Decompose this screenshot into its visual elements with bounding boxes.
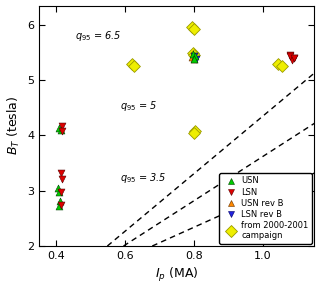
Point [192, 129, 197, 133]
Point [58, 171, 63, 175]
Point [59, 123, 64, 128]
Point [276, 61, 281, 66]
Point [191, 26, 196, 31]
Point [191, 57, 196, 61]
X-axis label: $I_p$ (MA): $I_p$ (MA) [155, 267, 199, 284]
Point [58, 202, 63, 207]
Point [57, 125, 62, 130]
Point [191, 54, 196, 58]
Point [288, 54, 293, 58]
Point [59, 176, 64, 181]
Point [291, 56, 296, 60]
Point [191, 51, 196, 56]
Point [57, 198, 62, 203]
Point [291, 56, 296, 60]
Point [191, 57, 196, 61]
Point [191, 50, 196, 55]
Text: $q_{95}$ = 6.5: $q_{95}$ = 6.5 [75, 29, 122, 43]
Point [192, 54, 197, 59]
Point [191, 52, 196, 57]
Point [59, 129, 64, 133]
Point [290, 58, 295, 63]
Point [193, 57, 198, 61]
Legend: USN, LSN, USN rev B, LSN rev B, from 2000-2001
campaign: USN, LSN, USN rev B, LSN rev B, from 200… [219, 173, 312, 244]
Point [57, 204, 62, 209]
Point [58, 190, 63, 194]
Point [57, 190, 62, 194]
Point [58, 128, 63, 132]
Point [191, 131, 196, 135]
Point [56, 186, 61, 190]
Text: $q_{95}$ = 5: $q_{95}$ = 5 [120, 99, 157, 113]
Point [288, 53, 293, 58]
Y-axis label: $B_T$ (tesla): $B_T$ (tesla) [5, 96, 22, 155]
Point [279, 64, 284, 68]
Point [190, 24, 195, 29]
Text: $q_{95}$ = 3.5: $q_{95}$ = 3.5 [120, 171, 167, 185]
Point [130, 61, 135, 66]
Point [131, 64, 136, 68]
Point [190, 55, 195, 59]
